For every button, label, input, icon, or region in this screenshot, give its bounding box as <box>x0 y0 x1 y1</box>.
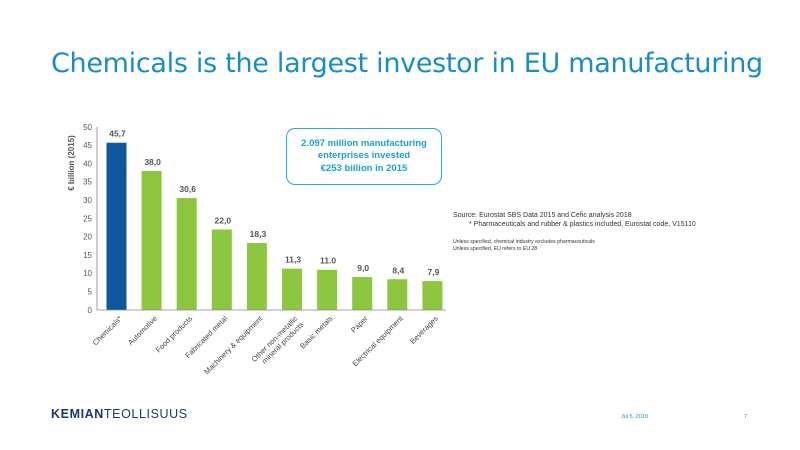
source-note: Source: Eurostat SBS Data 2015 and Cefic… <box>453 212 696 229</box>
callout-line: €253 billion in 2015 <box>320 162 408 174</box>
y-tick-label: 45 <box>83 141 92 150</box>
value-label: 45,7 <box>109 129 126 139</box>
y-tick-label: 30 <box>83 196 92 205</box>
value-label: 11.0 <box>320 256 336 266</box>
y-tick-label: 0 <box>88 306 93 315</box>
page-number: 7 <box>744 414 748 420</box>
value-label: 11,3 <box>285 255 301 265</box>
bar <box>352 277 373 310</box>
bar <box>246 243 267 310</box>
value-label: 18,3 <box>250 229 267 239</box>
y-tick-label: 15 <box>83 251 92 260</box>
y-tick-label: 50 <box>83 123 92 132</box>
x-tick-label: Automotive <box>126 314 159 347</box>
logo-part-1: KEMIAN <box>51 407 104 421</box>
x-tick-label: Chemicals* <box>91 314 124 347</box>
y-tick-label: 40 <box>83 159 92 168</box>
x-tick-label-line: Basic metals <box>298 314 335 351</box>
x-tick-label-line: Paper <box>349 314 370 335</box>
logo-part-2: TEOLLISUUS <box>103 407 188 421</box>
callout-box: 2.097 million manufacturing enterprises … <box>286 128 442 185</box>
x-tick-label-line: Machinery & equipment <box>202 313 265 376</box>
y-tick-label: 25 <box>83 214 92 223</box>
y-tick-label: 10 <box>83 269 92 278</box>
y-axis-label: € billion (2015) <box>67 135 76 191</box>
x-tick-label: Paper <box>349 314 370 335</box>
y-axis: 0 5 10 15 20 25 30 35 40 45 50 <box>83 123 92 315</box>
bar <box>211 229 232 310</box>
callout-line: 2.097 million manufacturing <box>301 137 427 149</box>
value-label: 30,6 <box>179 184 196 194</box>
footer-date: Jul 5, 2019 <box>621 414 648 420</box>
bars <box>106 142 443 310</box>
value-label: 38,0 <box>144 157 161 167</box>
note-line: Unless specified, EU refers to EU 28 <box>453 245 538 252</box>
bar <box>176 198 197 310</box>
company-logo: KEMIANTEOLLISUUS <box>51 407 188 421</box>
bar <box>106 142 127 310</box>
callout-line: enterprises invested <box>317 150 411 162</box>
value-label: 22,0 <box>215 215 232 225</box>
source-line: Source: Eurostat SBS Data 2015 and Cefic… <box>453 212 632 219</box>
x-tick-label-line: Automotive <box>126 314 159 347</box>
x-tick-label-line: Beverages <box>408 314 440 346</box>
bar <box>141 170 162 310</box>
bar <box>282 268 302 310</box>
value-label: 9,0 <box>357 263 369 273</box>
note-line: Unless specified, chemical industry excl… <box>453 239 595 245</box>
bar <box>387 279 408 310</box>
x-tick-label-line: Chemicals* <box>91 314 124 347</box>
source-footnote: * Pharmaceuticals and rubber & plastics … <box>469 220 696 228</box>
x-tick-label: Beverages <box>408 314 440 346</box>
y-tick-label: 35 <box>83 178 92 187</box>
value-label: 7,9 <box>427 267 439 277</box>
x-tick-label: Machinery & equipment <box>202 313 265 376</box>
bar <box>422 281 443 310</box>
slide-title: Chemicals is the largest investor in EU … <box>51 48 763 79</box>
value-labels: 45,7 38,0 30,6 22,0 18,3 11,3 11.0 9,0 8,4 7,9 <box>109 129 439 277</box>
y-tick-label: 5 <box>88 288 93 297</box>
value-label: 8,4 <box>392 265 404 275</box>
y-tick-label: 20 <box>83 233 92 242</box>
bar <box>317 269 338 310</box>
notes: Unless specified, chemical industry excl… <box>453 239 595 253</box>
x-tick-label: Basic metals <box>298 314 335 351</box>
